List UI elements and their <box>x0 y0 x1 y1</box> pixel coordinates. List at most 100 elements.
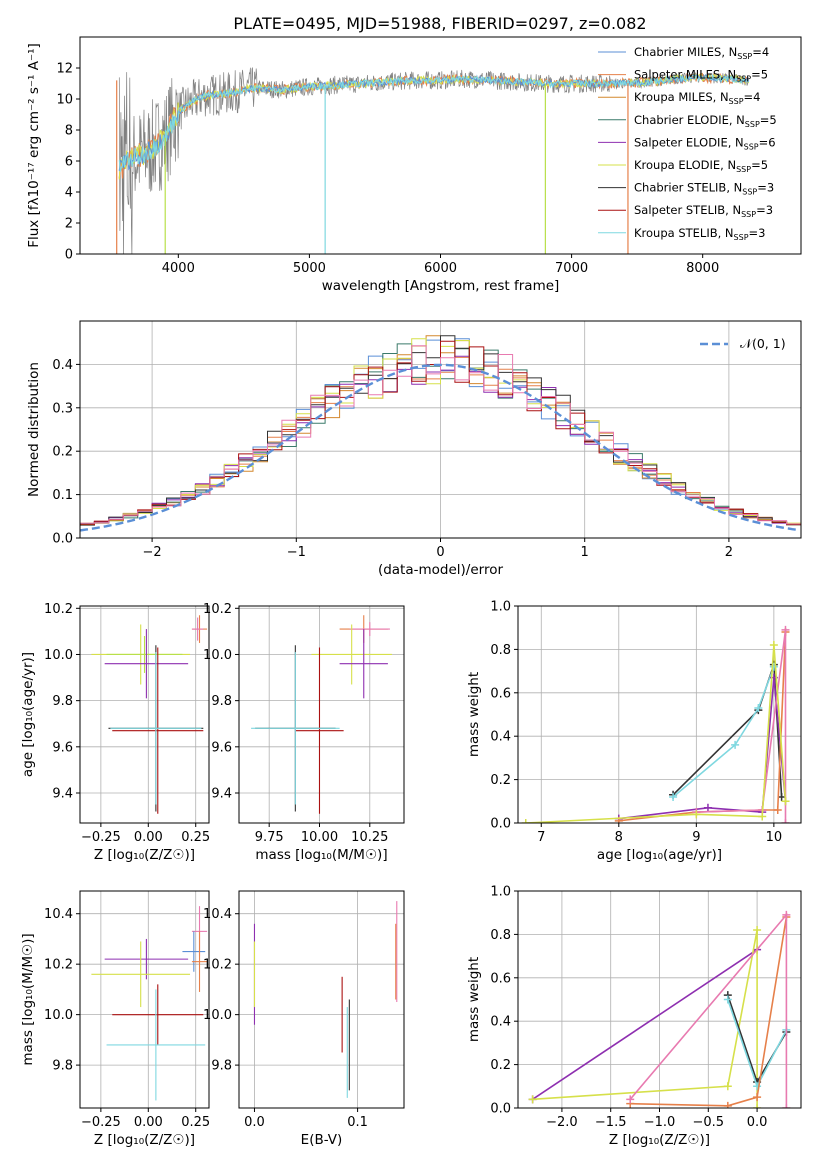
weight-marker <box>753 1104 762 1108</box>
x-tick-label: 0.00 <box>134 830 163 845</box>
weight-marker <box>769 662 778 671</box>
y-tick-label: 9.4 <box>211 786 232 801</box>
weight-marker <box>753 926 762 935</box>
y-tick-label: 4 <box>65 186 73 201</box>
y-tick-label: 10.0 <box>203 648 232 663</box>
weight-marker <box>521 819 530 823</box>
y-tick-label: 9.6 <box>211 740 232 755</box>
mass_vs_ebv-plot-area <box>253 901 398 1098</box>
weight-line <box>525 645 787 823</box>
y-tick-label: 10.4 <box>44 907 73 922</box>
axes-frame <box>238 605 405 824</box>
y-tick-label: 6 <box>65 155 73 170</box>
weight-marker <box>723 1082 732 1091</box>
mass_vs_Z-plot-area <box>91 906 208 1101</box>
axes-frame <box>238 890 405 1109</box>
x-tick-label: −2 <box>143 545 162 560</box>
y-tick-label: 10.4 <box>203 907 232 922</box>
x-tick-label: 5000 <box>293 261 326 276</box>
y-axis-label: mass weight <box>466 672 482 757</box>
x-tick-label: 0.00 <box>134 1115 163 1130</box>
weight-line <box>672 666 775 798</box>
x-tick-label: 2 <box>725 545 733 560</box>
x-axis-label: age [log₁₀(age/yr)] <box>597 847 722 863</box>
y-tick-label: 10.2 <box>44 958 73 973</box>
y-tick-label: 9.6 <box>52 740 73 755</box>
legend-label: Kroupa ELODIE, NSSP=5 <box>634 158 768 174</box>
y-tick-label: 0.6 <box>490 971 511 986</box>
y-tick-label: 9.8 <box>211 694 232 709</box>
weight-marker <box>781 797 790 806</box>
weight_vs_age-panel: 7 8 9 10 0.0 0.2 0.4 0.6 0.8 1.0 age [log₁₀(age/yr… <box>466 600 802 863</box>
mass_vs_Z-panel: −0.25 0.00 0.25 9.8 10.0 10.2 10.4 Z [log₁₀(Z/Z… <box>20 890 210 1148</box>
y-axis-label: Normed distribution <box>26 362 42 497</box>
weight-marker <box>731 740 740 749</box>
y-tick-label: 2 <box>65 217 73 232</box>
x-tick-label: −0.5 <box>693 1115 725 1130</box>
axes-frame <box>79 320 802 539</box>
x-tick-label: 0.0 <box>244 1115 265 1130</box>
weight-marker <box>781 625 790 634</box>
weight-marker <box>773 805 782 814</box>
y-tick-label: 0.2 <box>52 445 73 460</box>
y-tick-label: 10.2 <box>203 958 232 973</box>
y-axis-label: mass weight <box>466 957 482 1042</box>
weight-marker <box>754 703 763 712</box>
x-tick-label: 4000 <box>162 261 195 276</box>
y-axis-label: age [log₁₀(age/yr)] <box>20 652 36 777</box>
weight-marker <box>758 812 767 821</box>
axes-frame <box>79 890 210 1109</box>
weight-marker <box>753 1093 762 1102</box>
y-tick-label: 0.4 <box>490 1015 511 1030</box>
x-axis-label: Z [log₁₀(Z/Z☉)] <box>94 1132 195 1148</box>
x-axis-label: Z [log₁₀(Z/Z☉)] <box>609 1132 710 1148</box>
weight-line <box>618 631 787 822</box>
axes-frame <box>79 605 210 824</box>
x-axis-label: (data-model)/error <box>378 562 504 578</box>
weight-marker <box>723 995 732 1004</box>
x-tick-label: 8 <box>615 830 623 845</box>
y-tick-label: 8 <box>65 124 73 139</box>
weight_vs_age-plot-area <box>521 625 790 823</box>
legend-label: Chabrier ELODIE, NSSP=5 <box>634 113 777 129</box>
y-tick-label: 1.0 <box>490 885 511 900</box>
x-tick-label: 7000 <box>555 261 588 276</box>
legend-label: Kroupa MILES, NSSP=4 <box>634 90 760 106</box>
y-tick-label: 10.0 <box>203 1008 232 1023</box>
y-tick-label: 10.2 <box>203 602 232 617</box>
weight-marker <box>626 1095 635 1104</box>
weight-line <box>532 929 758 1108</box>
y-tick-label: 0.2 <box>490 1058 511 1073</box>
x-axis-label: Z [log₁₀(Z/Z☉)] <box>94 847 195 863</box>
x-axis-label: mass [log₁₀(M/M☉)] <box>255 847 387 863</box>
weight-line <box>696 629 787 823</box>
legend-label: 𝒩(0, 1) <box>740 336 786 351</box>
y-tick-label: 10.0 <box>44 648 73 663</box>
age_vs_mass-plot-area <box>251 615 392 814</box>
legend-label: Salpeter STELIB, NSSP=3 <box>634 203 773 219</box>
y-tick-label: 0.8 <box>490 928 511 943</box>
x-tick-label: −1.0 <box>644 1115 676 1130</box>
x-tick-label: 1 <box>581 545 589 560</box>
weight-marker <box>782 910 791 919</box>
y-tick-label: 9.8 <box>52 694 73 709</box>
x-tick-label: 0.25 <box>181 830 210 845</box>
x-tick-label: −0.25 <box>81 1115 121 1130</box>
y-tick-label: 10.2 <box>44 602 73 617</box>
y-tick-label: 0 <box>65 248 73 263</box>
y-tick-label: 0.3 <box>52 401 73 416</box>
weight-marker <box>669 792 678 801</box>
weight-line <box>532 948 758 1100</box>
weight-marker <box>723 1101 732 1108</box>
weight-marker <box>782 1104 791 1108</box>
age_vs_Z-panel: −0.25 0.00 0.25 9.4 9.6 9.8 10.0 10.2 Z [log₁₀(Z… <box>20 602 210 863</box>
y-tick-label: 10 <box>56 93 73 108</box>
weight_vs_Z-plot-area <box>528 910 791 1108</box>
weight-line <box>618 677 787 820</box>
gaussian-curve <box>80 363 799 532</box>
axes-frame <box>517 605 802 824</box>
y-axis-label: Flux [fλ10⁻¹⁷ erg cm⁻² s⁻¹ A⁻¹] <box>26 43 42 248</box>
x-tick-label: 10.25 <box>351 830 388 845</box>
spectrum-model-line <box>118 72 749 173</box>
